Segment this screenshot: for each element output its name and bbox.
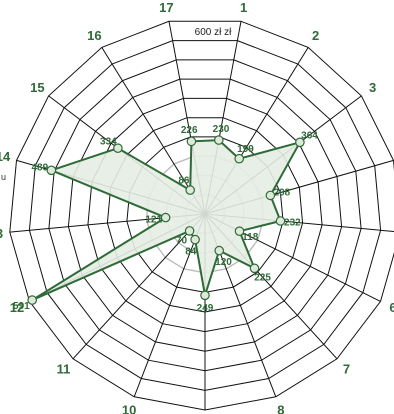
axis-label-15: 15: [30, 80, 44, 95]
axis-label-11: 11: [57, 362, 71, 377]
spoke-11: [72, 213, 206, 360]
data-label-8: 120: [215, 257, 232, 268]
data-label-2: 199: [237, 144, 254, 155]
data-label-7: 225: [254, 273, 271, 284]
data-point-11: [184, 226, 195, 236]
data-point-9: [200, 290, 210, 301]
data-point-7: [249, 263, 260, 274]
axis-label-13: 13: [0, 226, 3, 241]
data-label-5: 232: [284, 218, 301, 229]
data-point-6: [234, 226, 245, 236]
grid-ring-5: [106, 117, 304, 313]
data-point-8: [214, 245, 224, 256]
data-label-9: 249: [197, 303, 214, 314]
data-point-4: [265, 190, 276, 201]
axis-label-12: 12: [10, 300, 24, 315]
grid-ring-8: [48, 59, 362, 372]
data-label-13: 121: [145, 214, 162, 225]
grid-ring-7: [67, 78, 343, 352]
spoke-10: [133, 213, 206, 397]
data-label-4: 208: [274, 188, 291, 199]
data-point-10: [190, 234, 200, 245]
data-point-12: [27, 295, 37, 305]
data-label-10: 84: [185, 246, 197, 257]
data-label-6: 118: [242, 232, 259, 243]
data-point-2: [234, 153, 244, 164]
axis-label-17: 17: [159, 0, 173, 15]
data-label-15: 334: [100, 137, 117, 148]
series-layer: [27, 135, 305, 305]
data-point-5: [275, 216, 286, 226]
axis-label-10: 10: [122, 402, 136, 414]
data-point-17: [186, 136, 197, 147]
axis-label-8: 8: [277, 402, 284, 414]
data-label-12: 591: [13, 301, 30, 312]
data-point-15: [113, 143, 123, 153]
axis-label-14: 14: [0, 149, 11, 164]
data-label-14: 489: [31, 163, 48, 174]
axis-label-16: 16: [87, 28, 101, 43]
axis-label-1: 1: [240, 0, 247, 15]
axis-label-7: 7: [343, 362, 350, 377]
grid-ring-10: [9, 20, 394, 411]
axis-label-3: 3: [369, 80, 376, 95]
edge-text-fragment: u: [1, 172, 6, 182]
axis-label-6: 6: [389, 300, 394, 315]
data-point-1: [214, 135, 224, 145]
data-point-16: [185, 185, 195, 195]
grid-ring-9: [28, 40, 382, 391]
data-label-16: 86: [178, 175, 190, 186]
data-label-11: 70: [176, 235, 188, 246]
data-label-17: 226: [181, 125, 198, 136]
grid-ring-6: [87, 97, 323, 333]
axis-label-2: 2: [312, 28, 319, 43]
data-label-1: 230: [213, 124, 230, 135]
data-point-14: [46, 165, 57, 176]
data-point-13: [160, 212, 171, 223]
data-label-3: 364: [301, 131, 318, 142]
data-point-3: [295, 137, 305, 148]
scale-max-label: 600 zł zł: [195, 27, 232, 38]
